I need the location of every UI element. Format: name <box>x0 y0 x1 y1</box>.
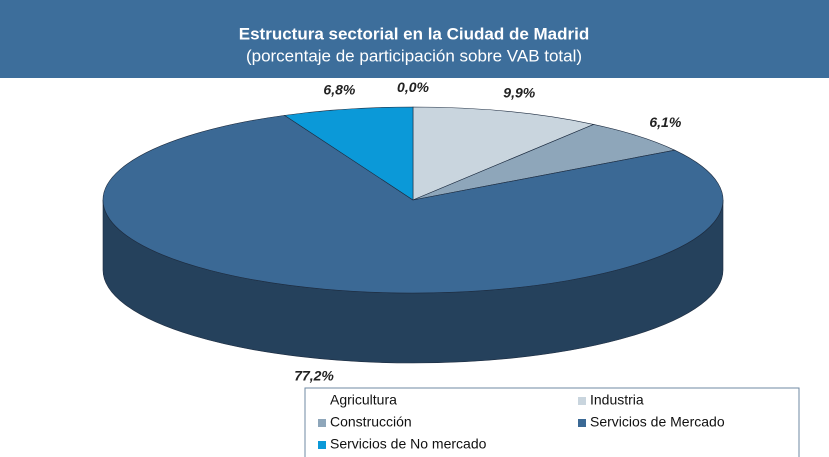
data-label: 6,8% <box>323 82 355 98</box>
data-label: 0,0% <box>397 79 429 95</box>
chart-title: Estructura sectorial en la Ciudad de Mad… <box>239 24 589 43</box>
legend-label: Servicios de No mercado <box>330 436 487 452</box>
legend-swatch <box>318 419 326 427</box>
slice <box>283 106 414 201</box>
legend-swatch <box>318 441 326 449</box>
legend-label: Servicios de Mercado <box>590 414 725 430</box>
chart-subtitle: (porcentaje de participación sobre VAB t… <box>246 46 582 65</box>
slice <box>412 106 595 201</box>
legend-label: Industria <box>590 392 644 408</box>
legend-label: Construcción <box>330 414 412 430</box>
legend <box>304 387 800 457</box>
legend-swatch <box>318 397 326 405</box>
data-label: 9,9% <box>503 84 535 100</box>
legend-label: Agricultura <box>330 392 397 408</box>
legend-swatch <box>578 397 586 405</box>
slice <box>102 115 724 294</box>
data-label: 77,2% <box>294 368 334 384</box>
title-bar <box>0 0 829 78</box>
legend-swatch <box>578 419 586 427</box>
data-label: 6,1% <box>649 114 681 130</box>
slice <box>412 124 676 201</box>
